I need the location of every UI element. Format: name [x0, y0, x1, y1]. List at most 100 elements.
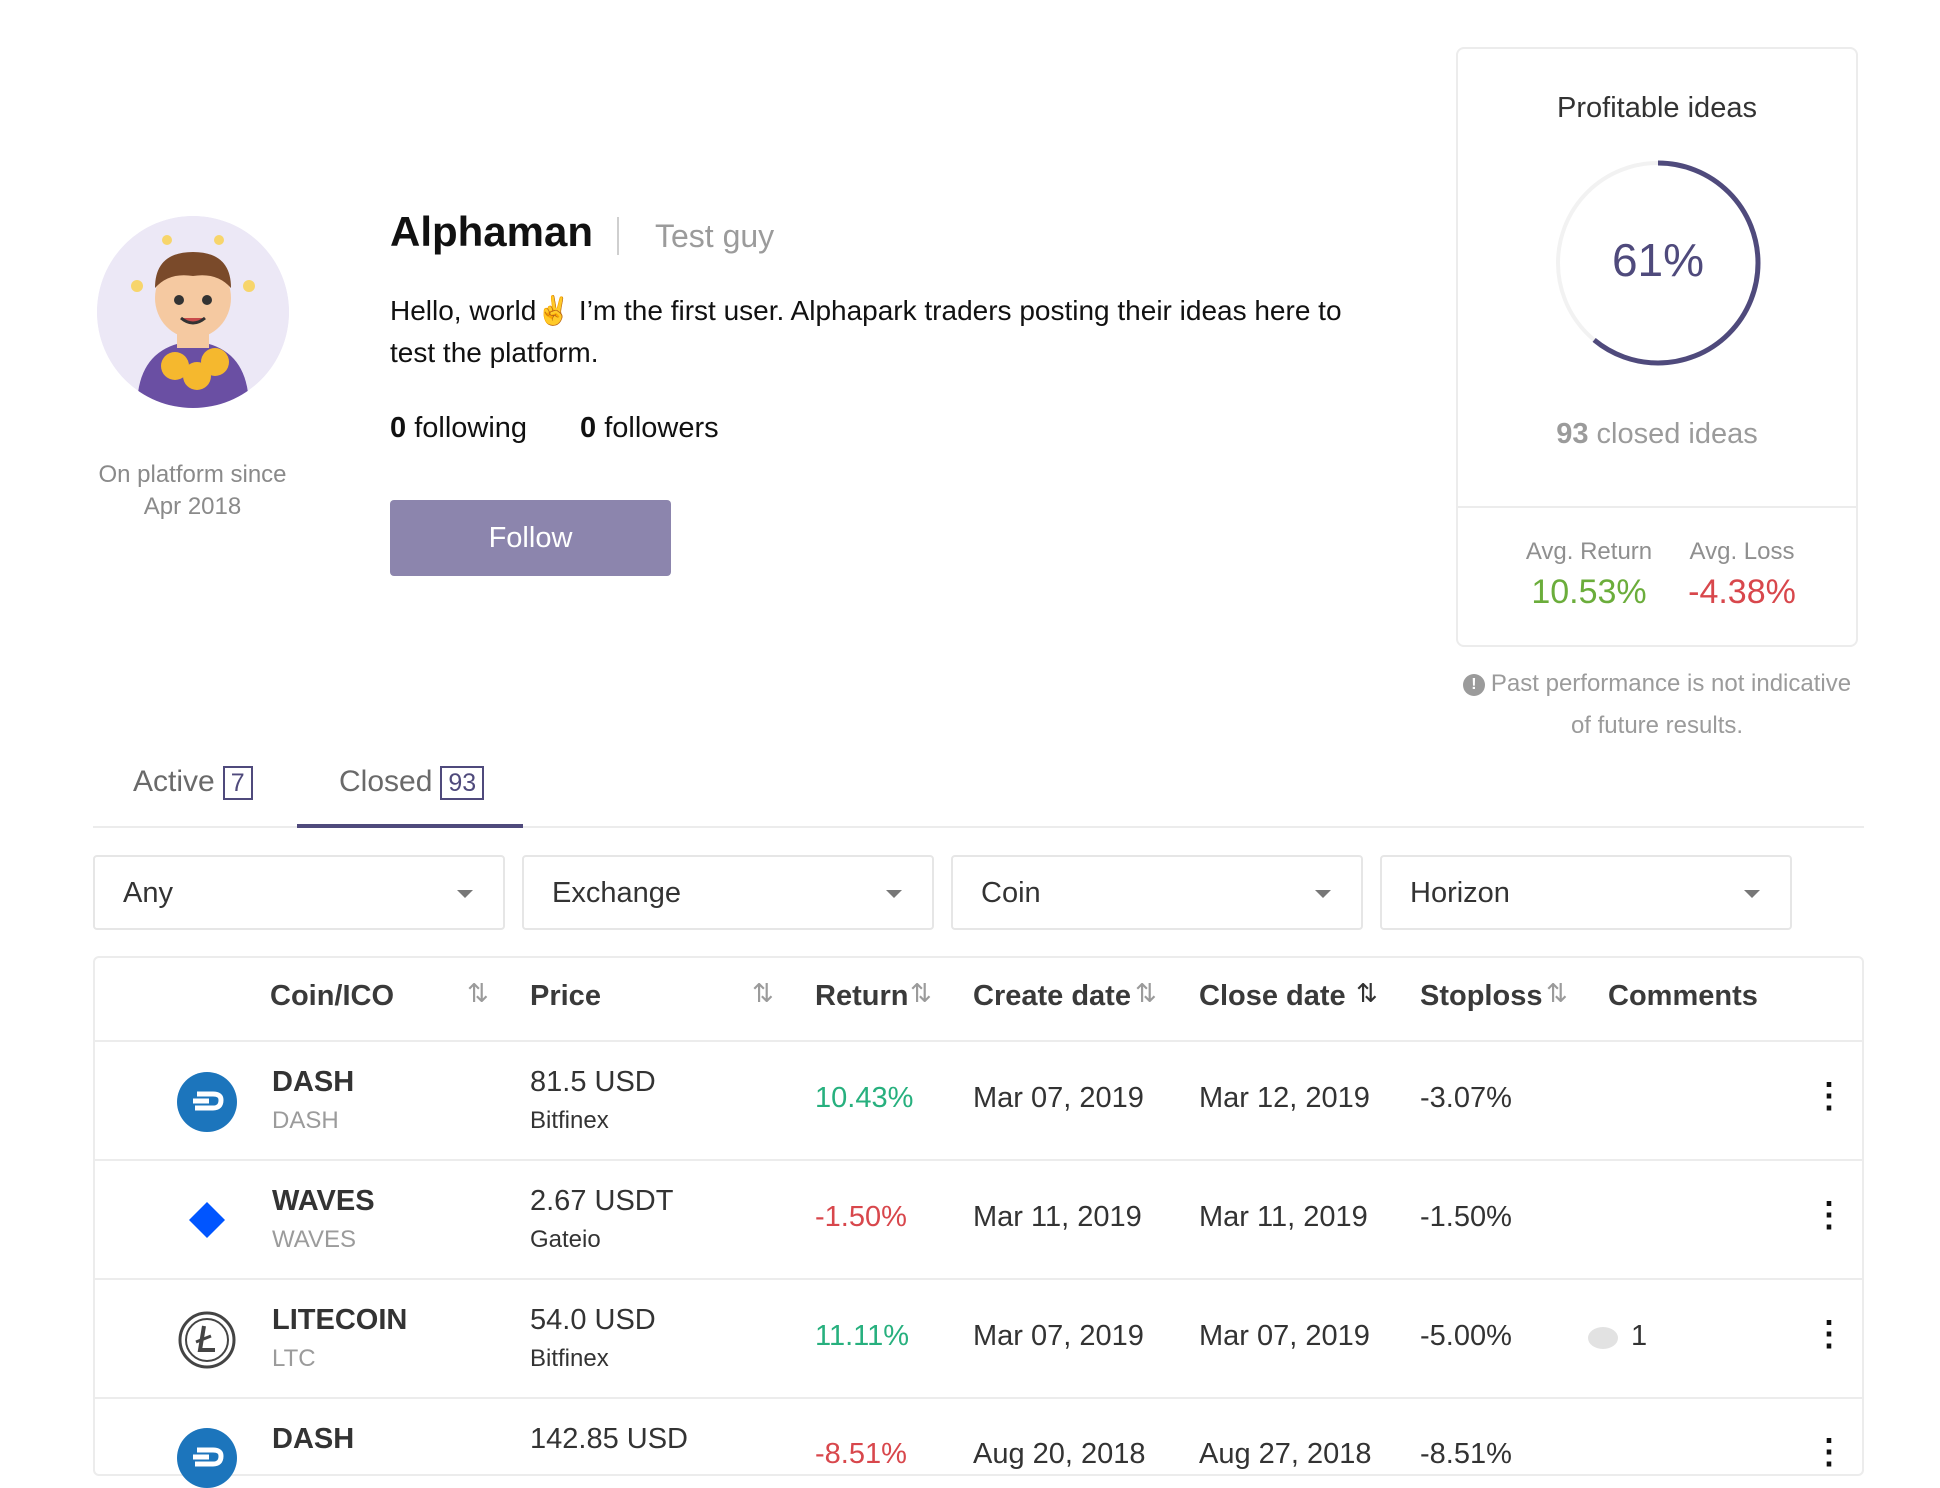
coin-name[interactable]: LITECOIN — [272, 1304, 408, 1336]
avg-loss-value: -4.38% — [1688, 573, 1796, 611]
disclaimer: ! Past performance is not indicative of f… — [1450, 663, 1864, 747]
exchange: Bitfinex — [530, 1345, 609, 1372]
return-value: 10.43% — [815, 1082, 914, 1114]
since-date: Apr 2018 — [143, 493, 242, 520]
since-label: On platform since — [98, 461, 287, 488]
chevron-down-icon — [886, 890, 902, 898]
profile-bio: Hello, world✌️ I’m the first user. Alpha… — [390, 295, 1342, 368]
profitable-percent: 61% — [1611, 234, 1705, 286]
following-stat[interactable]: 0 following — [390, 412, 527, 445]
create-date: Mar 07, 2019 — [973, 1320, 1144, 1352]
sort-icon[interactable]: ⇅ — [1546, 978, 1568, 1008]
disclaimer-text: Past performance is not indicative of fu… — [1490, 670, 1852, 739]
tab-active-label: Active — [133, 765, 215, 798]
waves-icon — [189, 1202, 225, 1238]
sort-icon[interactable]: ⇅ — [752, 978, 774, 1008]
more-options-icon[interactable]: ⋮ — [1812, 1196, 1846, 1234]
stoploss: -8.51% — [1420, 1438, 1512, 1470]
filter-coin[interactable]: Coin — [951, 855, 1363, 930]
column-price[interactable]: Price — [530, 980, 601, 1012]
coin-ticker: LTC — [272, 1345, 316, 1372]
column-coin[interactable]: Coin/ICO — [270, 980, 395, 1012]
coin-ticker: WAVES — [272, 1226, 357, 1253]
return-value: 11.11% — [815, 1320, 910, 1352]
coin-name[interactable]: WAVES — [272, 1185, 375, 1217]
sort-icon[interactable]: ⇅ — [910, 978, 932, 1008]
tab-active-count: 7 — [222, 766, 253, 800]
chevron-down-icon — [1744, 890, 1760, 898]
coin-name[interactable]: DASH — [272, 1423, 355, 1455]
profile-name: Alphaman — [390, 208, 594, 255]
return-value: -8.51% — [815, 1438, 907, 1470]
create-date: Mar 07, 2019 — [973, 1082, 1144, 1114]
filter-any[interactable]: Any — [93, 855, 505, 930]
followers-stat[interactable]: 0 followers — [580, 412, 719, 445]
create-date: Mar 11, 2019 — [973, 1201, 1142, 1233]
closed-ideas-count: 93 closed ideas — [1456, 418, 1858, 451]
card-divider — [1458, 506, 1856, 508]
column-return[interactable]: Return — [815, 980, 909, 1012]
row-divider — [95, 1040, 1862, 1042]
platform-since: On platform since Apr 2018 — [70, 459, 315, 523]
avg-loss-label: Avg. Loss — [1689, 538, 1795, 565]
more-options-icon[interactable]: ⋮ — [1812, 1433, 1846, 1471]
tab-closed-label: Closed — [339, 765, 433, 798]
dash-icon — [177, 1072, 237, 1132]
close-date: Mar 12, 2019 — [1199, 1082, 1370, 1114]
column-stoploss[interactable]: Stoploss — [1420, 980, 1543, 1012]
following-count: 0 — [390, 412, 407, 444]
filter-exchange-label: Exchange — [552, 877, 681, 909]
tab-closed[interactable]: Closed 93 — [339, 765, 485, 800]
chevron-down-icon — [457, 890, 473, 898]
coin-name[interactable]: DASH — [272, 1066, 355, 1098]
closed-label: closed ideas — [1596, 418, 1758, 450]
avatar — [97, 216, 289, 408]
avg-return-value: 10.53% — [1531, 573, 1647, 611]
avg-return-label: Avg. Return — [1525, 538, 1653, 565]
litecoin-icon — [178, 1311, 236, 1369]
tabs-divider — [93, 826, 1864, 828]
price: 54.0 USD — [530, 1304, 656, 1336]
tab-active[interactable]: Active 7 — [133, 765, 253, 800]
comment-icon[interactable] — [1588, 1327, 1618, 1349]
column-close-date[interactable]: Close date — [1199, 980, 1346, 1012]
follow-button[interactable]: Follow — [390, 500, 671, 576]
gauge-arc — [1555, 160, 1761, 366]
exchange: Gateio — [530, 1226, 601, 1253]
column-comments: Comments — [1608, 980, 1758, 1012]
sort-icon[interactable]: ⇅ — [1135, 978, 1157, 1008]
column-create-date[interactable]: Create date — [973, 980, 1131, 1012]
more-options-icon[interactable]: ⋮ — [1812, 1315, 1846, 1353]
filter-any-label: Any — [123, 877, 173, 909]
close-date: Aug 27, 2018 — [1199, 1438, 1372, 1470]
row-divider — [95, 1397, 1862, 1399]
close-date: Mar 07, 2019 — [1199, 1320, 1370, 1352]
dash-icon — [177, 1428, 237, 1488]
profitable-ideas-title: Profitable ideas — [1557, 92, 1757, 124]
return-value: -1.50% — [815, 1201, 907, 1233]
price: 2.67 USDT — [530, 1185, 674, 1217]
followers-label: followers — [604, 412, 719, 444]
coin-ticker: DASH — [272, 1107, 339, 1134]
row-divider — [95, 1159, 1862, 1161]
followers-count: 0 — [580, 412, 597, 444]
row-divider — [95, 1278, 1862, 1280]
info-icon: ! — [1462, 673, 1485, 696]
filter-horizon[interactable]: Horizon — [1380, 855, 1792, 930]
profitable-gauge — [1555, 160, 1761, 366]
performance-card — [1456, 47, 1858, 647]
sort-asc-icon[interactable]: ⇅ — [1356, 978, 1378, 1008]
price: 81.5 USD — [530, 1066, 656, 1098]
stoploss: -5.00% — [1420, 1320, 1512, 1352]
sort-icon[interactable]: ⇅ — [467, 978, 489, 1008]
avatar-illustration — [97, 216, 289, 408]
price: 142.85 USD — [530, 1423, 688, 1455]
comment-count[interactable]: 1 — [1631, 1320, 1648, 1352]
stoploss: -3.07% — [1420, 1082, 1512, 1114]
create-date: Aug 20, 2018 — [973, 1438, 1146, 1470]
tab-closed-count: 93 — [440, 766, 485, 800]
filter-horizon-label: Horizon — [1410, 877, 1510, 909]
more-options-icon[interactable]: ⋮ — [1812, 1077, 1846, 1115]
close-date: Mar 11, 2019 — [1199, 1201, 1368, 1233]
filter-exchange[interactable]: Exchange — [522, 855, 934, 930]
